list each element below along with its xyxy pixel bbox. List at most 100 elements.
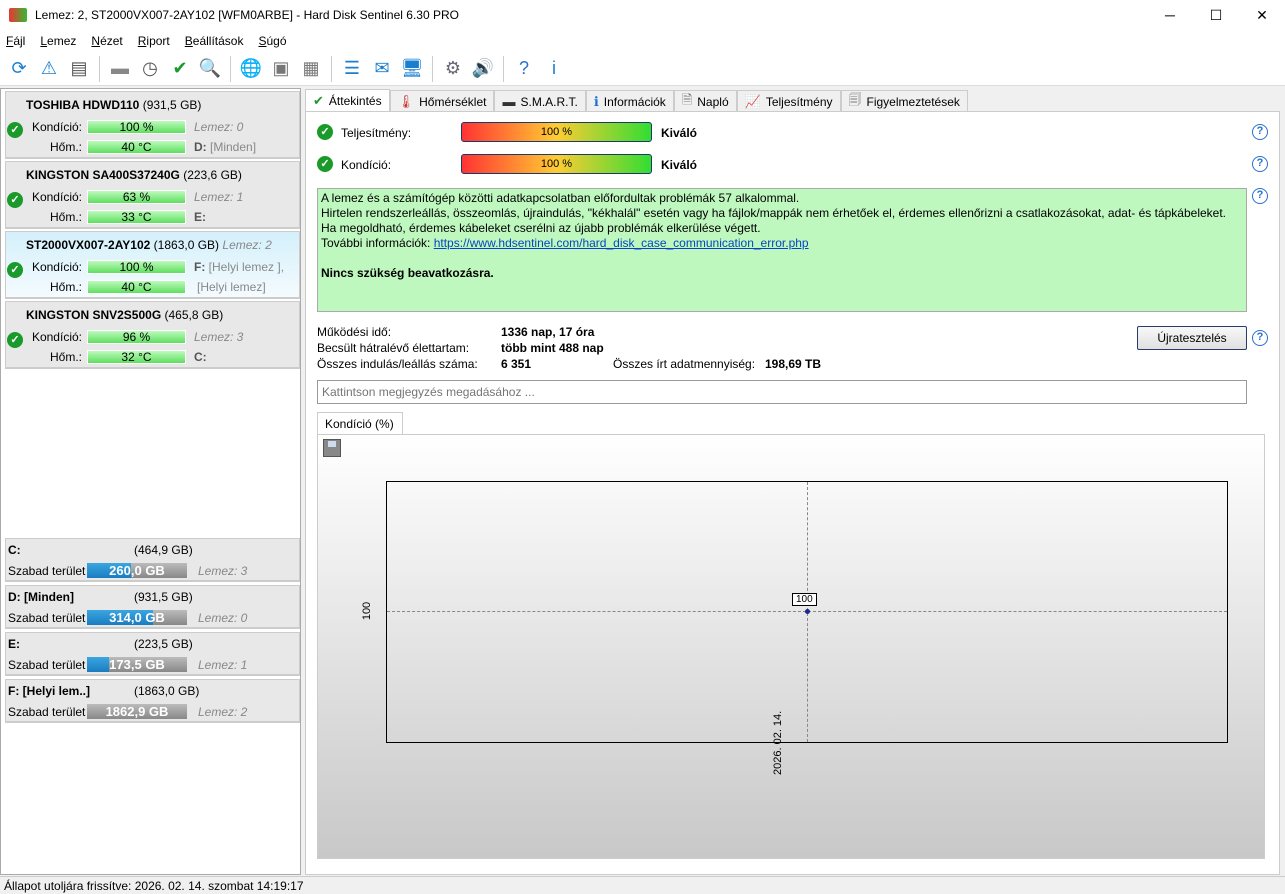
free-space-value: 1862,9 GB (105, 704, 169, 719)
report-button[interactable]: ☰ (339, 56, 365, 82)
more-info-link[interactable]: https://www.hdsentinel.com/hard_disk_cas… (433, 236, 809, 250)
note-input[interactable] (317, 380, 1247, 404)
volume-item[interactable]: F: [Helyi lem..] (1863,0 GB) Szabad terü… (5, 679, 300, 723)
disk-list-icon: ▤ (70, 58, 88, 78)
disk-sleep-button[interactable]: ▬ (107, 56, 133, 82)
volume-size: (931,5 GB) (134, 590, 193, 604)
refresh-warning-button[interactable]: ⚠ (36, 56, 62, 82)
drive-letter: D: (194, 140, 207, 154)
free-space-label: Szabad terület (8, 564, 86, 578)
save-icon[interactable] (323, 439, 341, 457)
condition-bar: 100 % (87, 120, 186, 134)
disk-index: Lemez: 0 (198, 611, 248, 625)
volume-item[interactable]: D: [Minden] (931,5 GB) Szabad terület 31… (5, 585, 300, 629)
tab-label: S.M.A.R.T. (520, 94, 578, 109)
menu-view[interactable]: Nézet (91, 34, 123, 48)
tab-log[interactable]: 🗎 Napló (673, 90, 737, 112)
menu-file[interactable]: Fájl (6, 34, 26, 48)
plot-area: 100 (386, 481, 1228, 743)
disk-item[interactable]: KINGSTON SNV2S500G (465,8 GB) ✓ Kondíció… (5, 301, 300, 369)
disk-name: TOSHIBA HDWD110 (26, 98, 140, 112)
disk-icon: ▬ (502, 94, 516, 109)
maximize-button[interactable]: ☐ (1209, 6, 1223, 23)
app-icon (9, 8, 27, 22)
disk-index: Lemez: 3 (194, 330, 244, 344)
help-icon[interactable]: ? (1252, 124, 1268, 140)
disk-index: Lemez: 2 (198, 705, 248, 719)
temperature-bar: 40 °C (87, 280, 186, 294)
disk-item[interactable]: ST2000VX007-2AY102 (1863,0 GB) Lemez: 2 … (5, 231, 300, 299)
disk-enclosure-icon: ▣ (272, 58, 290, 78)
performance-label: Teljesítmény: (341, 126, 412, 140)
menu-settings[interactable]: Beállítások (184, 34, 244, 48)
disk-sleep-icon: ▬ (111, 58, 129, 78)
disk-list-button[interactable]: ▤ (66, 56, 92, 82)
alerts-icon: 🗐 (848, 91, 862, 107)
condition-label: Kondíció: (341, 158, 392, 172)
free-space-label: Szabad terület (8, 705, 86, 719)
tab-info[interactable]: ℹ Információk (585, 90, 674, 112)
help-icon[interactable]: ? (1252, 188, 1268, 204)
menu-help[interactable]: Súgó (258, 34, 287, 48)
title-bar: Lemez: 2, ST2000VX007-2AY102 [WFM0ARBE] … (0, 0, 1285, 30)
temperature-bar: 32 °C (87, 350, 186, 364)
help-icon[interactable]: ? (1252, 330, 1268, 346)
message-summary: Nincs szükség beavatkozásra. (321, 266, 494, 280)
free-space-value: 173,5 GB (109, 657, 165, 672)
info-button[interactable]: i (541, 56, 567, 82)
volume-item[interactable]: E: (223,5 GB) Szabad terület 173,5 GB Le… (5, 632, 300, 676)
network-disk-button[interactable]: 🌐 (238, 56, 264, 82)
performance-value: 100 % (540, 126, 573, 138)
message-line: A lemez és a számítógép közötti adatkapc… (321, 191, 800, 205)
minimize-button[interactable]: ─ (1165, 7, 1175, 23)
refresh-button[interactable]: ⟳ (6, 56, 32, 82)
network-button[interactable]: 🖥 (399, 56, 425, 82)
tab-alerts[interactable]: 🗐 Figyelmeztetések (840, 90, 968, 112)
overview-pane: ✓ Teljesítmény: 100 % Kiváló ? ✓ Kondíci… (305, 111, 1280, 875)
free-space-label: Szabad terület (8, 611, 86, 625)
tab-performance[interactable]: 📈 Teljesítmény (736, 90, 841, 112)
log-icon: 🗎 (681, 91, 693, 107)
drive-letter: E: (194, 210, 206, 224)
drive-letter: F: (194, 260, 206, 274)
help-button[interactable]: ? (511, 56, 537, 82)
disk-search-button[interactable]: 🔍 (197, 56, 223, 82)
menu-report[interactable]: Riport (137, 34, 170, 48)
status-bar: Állapot utoljára frissítve: 2026. 02. 14… (0, 876, 1285, 894)
written-value: 198,69 TB (765, 357, 822, 371)
disk-item[interactable]: TOSHIBA HDWD110 (931,5 GB) ✓ Kondíció: 1… (5, 91, 300, 159)
check-icon: ✓ (317, 124, 333, 140)
volume-name: C: (8, 543, 21, 557)
performance-bar: 100 % (461, 122, 652, 142)
disk-enclosure-button[interactable]: ▣ (268, 56, 294, 82)
condition-bar: 96 % (87, 330, 186, 344)
condition-label: Kondíció: (31, 260, 82, 274)
data-point (805, 609, 810, 614)
tab-condition-chart[interactable]: Kondíció (%) (317, 412, 403, 435)
data-point-label: 100 (792, 593, 817, 606)
sound-button[interactable]: 🔊 (470, 56, 496, 82)
disk-external-button[interactable]: ▦ (298, 56, 324, 82)
menu-disk[interactable]: Lemez (40, 34, 77, 48)
disk-size: (931,5 GB) (142, 98, 202, 112)
help-icon[interactable]: ? (1252, 156, 1268, 172)
uptime-label: Működési idő: (317, 325, 392, 339)
disk-check-button[interactable]: ✔ (167, 56, 193, 82)
tab-disk[interactable]: ▬ S.M.A.R.T. (494, 90, 586, 112)
disk-item[interactable]: KINGSTON SA400S37240G (223,6 GB) ✓ Kondí… (5, 161, 300, 229)
free-space-value: 314,0 GB (109, 610, 165, 625)
condition-bar: 100 % (87, 260, 186, 274)
settings-button[interactable]: ⚙ (440, 56, 466, 82)
volume-item[interactable]: C: (464,9 GB) Szabad terület 260,0 GB Le… (5, 538, 300, 582)
tab-thermometer[interactable]: 🌡 Hőmérséklet (389, 90, 495, 112)
disk-schedule-button[interactable]: ◷ (137, 56, 163, 82)
free-space-value: 260,0 GB (109, 563, 165, 578)
disk-index: Lemez: 2 (222, 238, 272, 252)
mail-button[interactable]: ✉ (369, 56, 395, 82)
retest-button[interactable]: Újratesztelés (1137, 326, 1247, 350)
disk-size: (1863,0 GB) (153, 238, 220, 252)
close-button[interactable]: ✕ (1256, 6, 1268, 23)
check-icon: ✓ (317, 156, 333, 172)
tab-label: Napló (697, 94, 729, 109)
tab-check[interactable]: ✔ Áttekintés (305, 89, 390, 112)
